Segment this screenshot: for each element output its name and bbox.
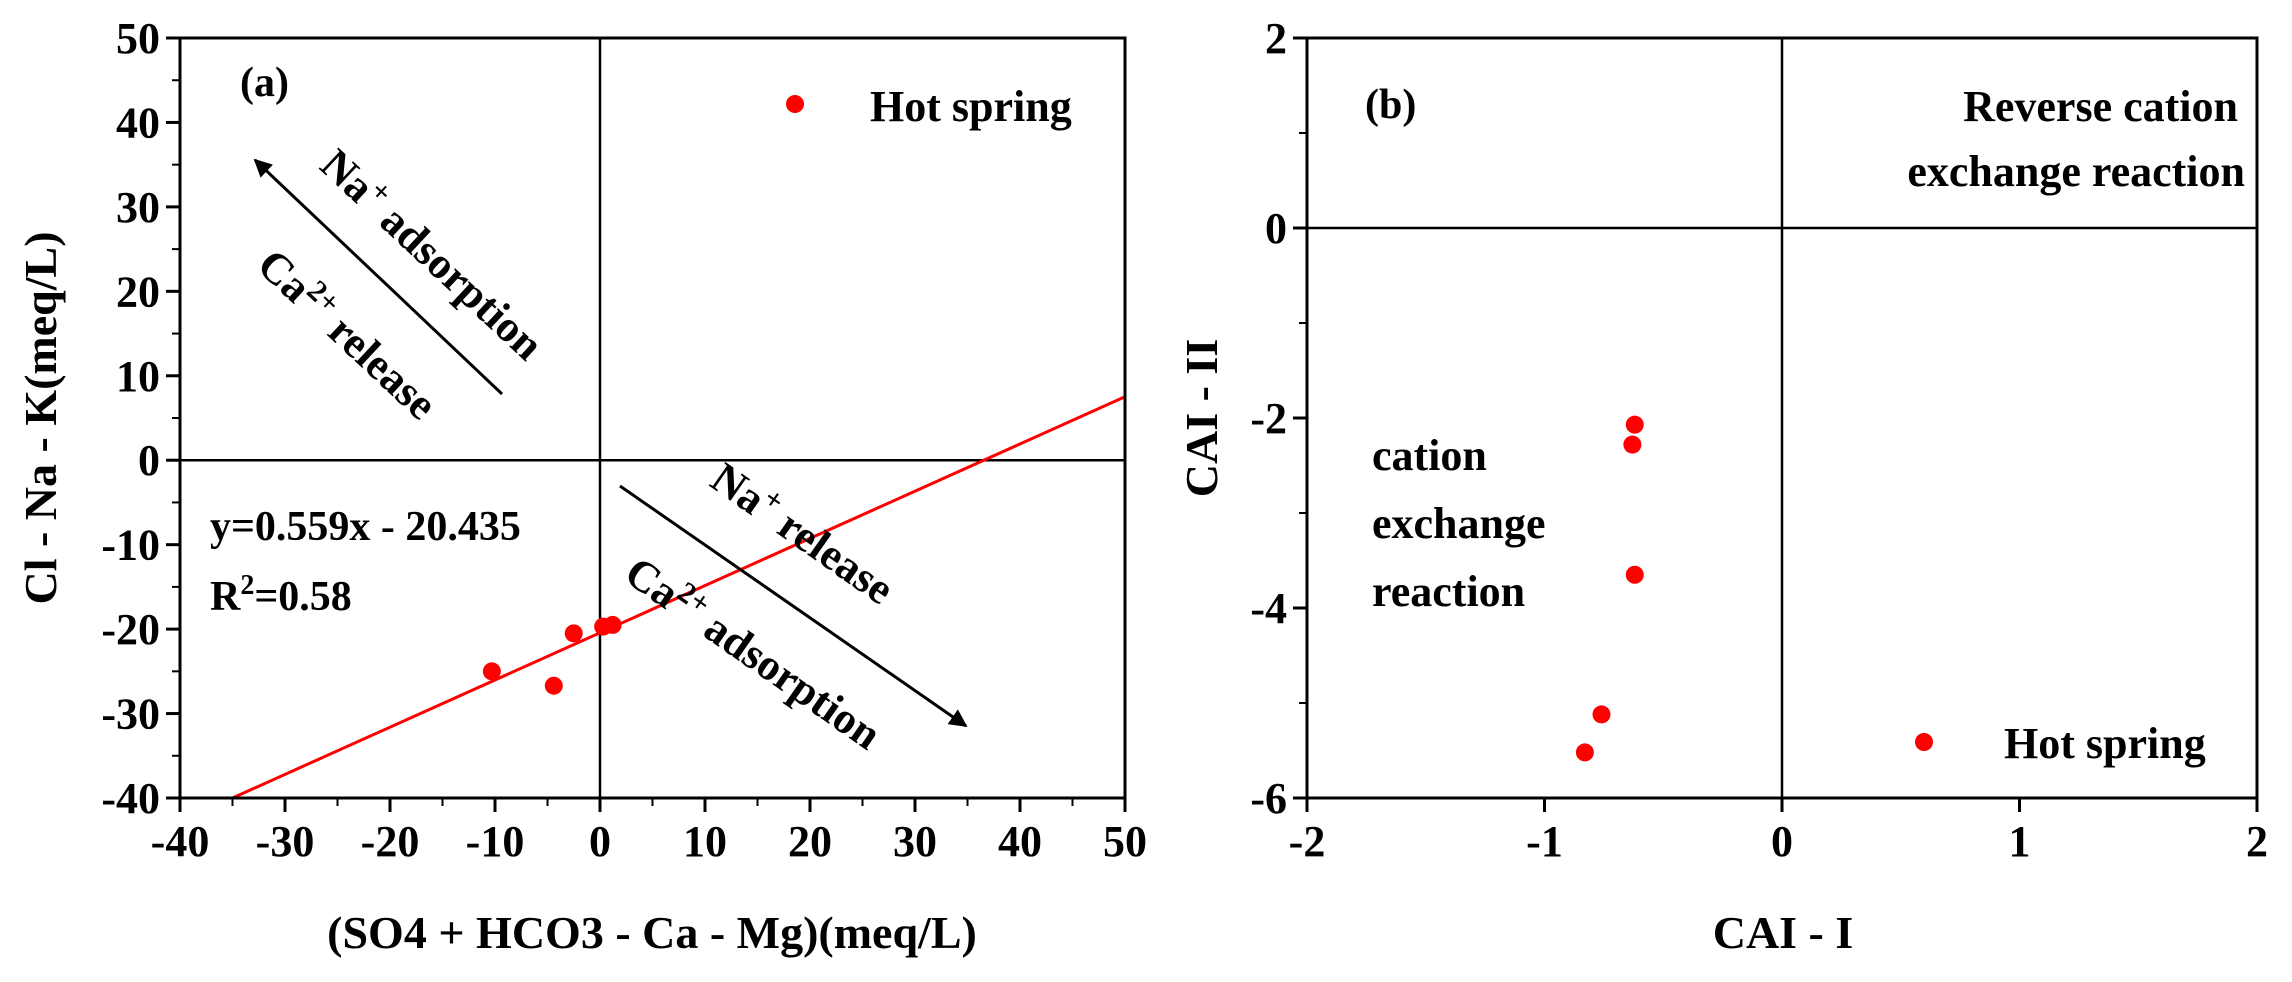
chart-a-arrow-lower [619,484,968,728]
y-tick-label: -6 [1250,774,1287,823]
chart-a-y-ticks: -40 -30 -20 -10 0 10 20 30 40 50 [101,14,180,823]
y-tick-label: -2 [1250,394,1287,443]
chart-a-plot-frame [178,36,1127,800]
chart-b-reference-lines [1307,38,2257,798]
data-point [603,615,622,634]
y-tick-label: 10 [116,352,160,401]
chart-a-legend-marker [786,95,804,113]
y-tick-label: 20 [116,267,160,316]
x-tick-label: -1 [1526,817,1563,866]
y-tick-label: 30 [116,183,160,232]
chart-a-legend-label: Hot spring [870,82,1072,131]
chart-b-cation-line3: reaction [1372,567,1525,616]
chart-b-x-axis-label: CAI - I [1713,907,1854,958]
data-point [544,676,563,695]
data-point [1592,705,1611,724]
data-point [1625,415,1644,434]
chart-a-lower-na-label: Na+ release [702,451,904,614]
x-tick-label: -2 [1289,817,1326,866]
y-tick-label: -20 [101,605,160,654]
x-tick-label: 0 [589,817,611,866]
chart-a-fit-line [231,395,1125,798]
chart-b-legend-label: Hot spring [2004,719,2206,768]
data-point [1625,565,1644,584]
chart-a-x-ticks: -40 -30 -20 -10 0 10 20 30 40 50 [151,798,1147,866]
chart-b-y-ticks: -6 -4 -2 0 2 [1250,14,1307,823]
x-tick-label: -30 [256,817,315,866]
x-tick-label: 30 [893,817,937,866]
data-point [482,662,501,681]
chart-a-y-axis-label: Cl - Na - K(meq/L) [15,231,66,604]
chart-b-y-axis-label: CAI - II [1176,339,1227,497]
x-tick-label: 2 [2246,817,2268,866]
data-point [1575,743,1594,762]
y-tick-label: -40 [101,774,160,823]
x-tick-label: 10 [683,817,727,866]
x-tick-label: 40 [998,817,1042,866]
x-tick-label: 20 [788,817,832,866]
chart-a-r2: R2=0.58 [210,570,352,620]
chart-b-reverse-line2: exchange reaction [1907,147,2245,196]
chart-b-legend-marker [1915,733,1933,751]
data-point [564,624,583,643]
data-point [1623,435,1642,454]
x-tick-label: -40 [151,817,210,866]
chart-b-cation-line1: cation [1372,431,1487,480]
chart-a-panel-label: (a) [240,60,289,106]
chart-a-x-axis-label: (SO4 + HCO3 - Ca - Mg)(meq/L) [327,907,977,958]
chart-a-points [482,615,622,695]
chart-b-points [1575,415,1644,762]
y-tick-label: 2 [1265,14,1287,63]
chart-b-reverse-line1: Reverse cation [1963,82,2238,131]
x-tick-label: 0 [1771,817,1793,866]
y-tick-label: -4 [1250,584,1287,633]
chart-b: -2 -1 0 1 2 -6 -4 -2 0 2 (b) Reverse cation exch… [1176,14,2268,958]
y-tick-label: 0 [138,436,160,485]
chart-a-arrow-upper [253,158,504,396]
chart-b-cation-line2: exchange [1372,499,1546,548]
y-tick-label: -30 [101,690,160,739]
chart-b-x-ticks: -2 -1 0 1 2 [1289,798,2268,866]
chart-a-equation: y=0.559x - 20.435 [210,504,521,550]
chart-b-panel-label: (b) [1365,82,1416,128]
chart-a-reference-lines [180,38,1125,798]
x-tick-label: 50 [1103,817,1147,866]
y-tick-label: -10 [101,521,160,570]
y-tick-label: 40 [116,98,160,147]
chart-a: -40 -30 -20 -10 0 10 20 30 40 50 -40 -30 -20 -10 0 10 2… [15,14,1147,958]
y-tick-label: 0 [1265,204,1287,253]
y-tick-label: 50 [116,14,160,63]
x-tick-label: -20 [361,817,420,866]
x-tick-label: -10 [466,817,525,866]
x-tick-label: 1 [2009,817,2031,866]
